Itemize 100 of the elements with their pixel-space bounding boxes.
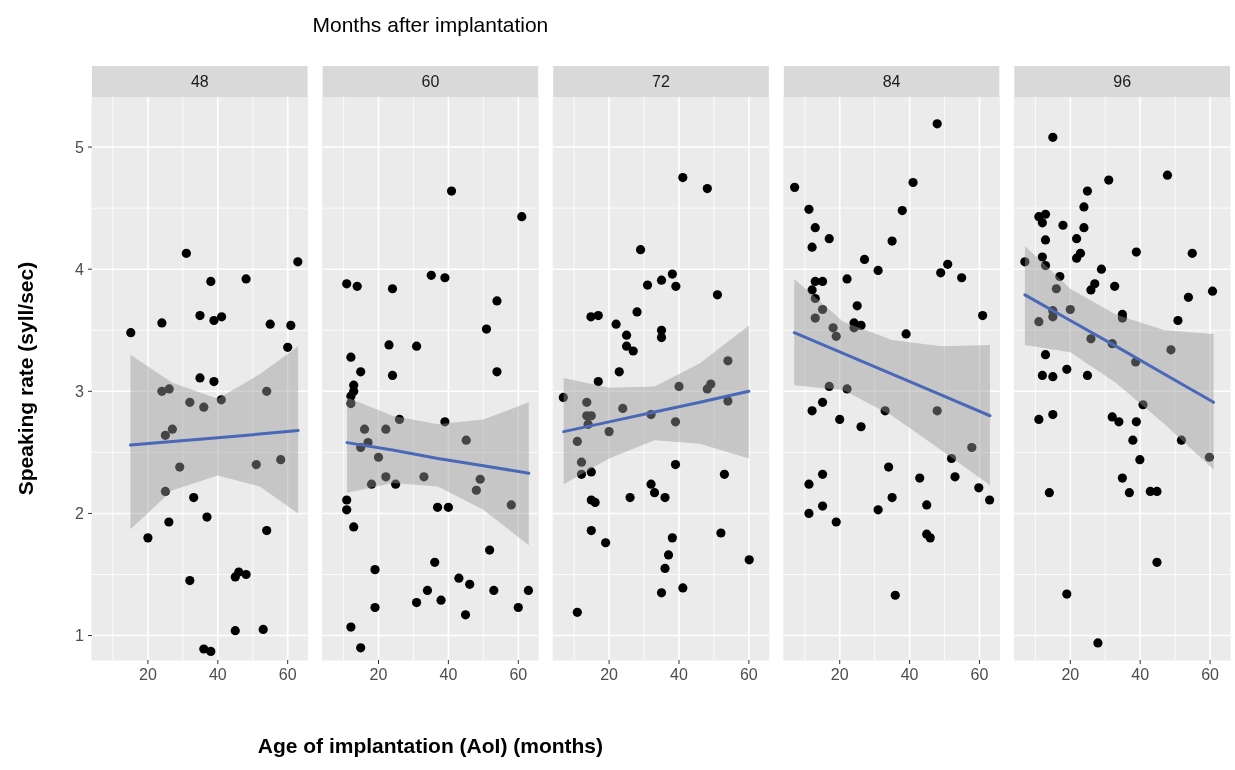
point bbox=[635, 245, 646, 255]
point bbox=[432, 502, 443, 512]
point bbox=[807, 406, 817, 416]
point bbox=[157, 318, 167, 328]
point bbox=[443, 502, 453, 512]
point bbox=[283, 342, 293, 352]
point bbox=[216, 395, 226, 405]
point bbox=[164, 384, 174, 394]
point bbox=[446, 186, 457, 196]
point bbox=[932, 406, 942, 416]
point bbox=[835, 414, 845, 425]
point bbox=[370, 565, 380, 575]
point bbox=[440, 417, 450, 427]
point bbox=[649, 488, 660, 498]
x-axis-title: Age of implantation (AoI) (months) bbox=[257, 734, 604, 757]
point bbox=[590, 497, 600, 508]
x-tick-label: 40 bbox=[1131, 666, 1150, 683]
point bbox=[702, 183, 712, 194]
chart-title: 96 bbox=[1113, 73, 1132, 90]
point bbox=[230, 626, 240, 636]
x-tick-label: 20 bbox=[369, 666, 388, 683]
point bbox=[943, 259, 953, 269]
point bbox=[790, 182, 800, 192]
x-tick-label: 40 bbox=[670, 666, 688, 683]
y-tick-label: 2 bbox=[75, 504, 85, 522]
point bbox=[887, 236, 897, 246]
point bbox=[359, 424, 370, 434]
point bbox=[412, 598, 422, 608]
point bbox=[481, 324, 492, 334]
x-tick-label: 60 bbox=[509, 666, 528, 683]
point bbox=[485, 545, 495, 555]
point bbox=[576, 469, 587, 479]
point bbox=[160, 430, 170, 440]
point bbox=[925, 533, 935, 543]
point bbox=[932, 119, 942, 129]
point bbox=[251, 460, 261, 470]
point bbox=[670, 417, 681, 427]
point bbox=[352, 281, 362, 291]
point bbox=[828, 323, 838, 333]
point bbox=[262, 386, 272, 396]
point bbox=[387, 370, 398, 381]
point bbox=[656, 275, 667, 285]
point bbox=[349, 522, 359, 532]
point bbox=[712, 290, 723, 300]
chart-title: 84 bbox=[882, 73, 901, 90]
x-tick-label: 60 bbox=[1201, 666, 1220, 683]
point bbox=[946, 453, 957, 464]
point bbox=[586, 525, 596, 536]
point bbox=[234, 567, 244, 577]
point bbox=[859, 254, 870, 265]
point bbox=[810, 223, 820, 233]
point bbox=[419, 472, 429, 482]
point bbox=[656, 588, 667, 598]
point bbox=[604, 427, 614, 437]
point bbox=[293, 257, 303, 267]
point bbox=[366, 479, 377, 489]
point bbox=[356, 367, 366, 377]
point bbox=[206, 276, 216, 287]
point bbox=[625, 492, 635, 503]
x-tick-label: 60 bbox=[970, 666, 989, 683]
point bbox=[356, 643, 366, 653]
point bbox=[241, 569, 251, 580]
point bbox=[195, 311, 205, 321]
point bbox=[628, 346, 638, 356]
point bbox=[373, 452, 384, 462]
point bbox=[593, 311, 603, 321]
x-tick-label: 40 bbox=[900, 666, 919, 683]
point bbox=[342, 505, 352, 515]
point bbox=[506, 500, 516, 510]
point bbox=[890, 590, 900, 600]
point bbox=[831, 331, 841, 341]
point bbox=[646, 479, 656, 489]
point bbox=[674, 381, 684, 392]
point bbox=[262, 525, 272, 536]
point bbox=[807, 285, 817, 295]
point bbox=[492, 296, 502, 306]
point bbox=[202, 512, 212, 522]
point bbox=[621, 330, 632, 340]
point bbox=[185, 576, 195, 586]
point bbox=[558, 392, 568, 403]
point bbox=[663, 550, 674, 560]
point bbox=[430, 557, 440, 567]
point bbox=[209, 376, 219, 387]
point bbox=[817, 501, 828, 511]
point bbox=[632, 307, 642, 317]
point bbox=[394, 414, 405, 425]
point bbox=[460, 610, 471, 620]
point bbox=[670, 460, 681, 470]
point bbox=[810, 293, 820, 304]
x-tick-label: 60 bbox=[739, 666, 758, 683]
point bbox=[381, 472, 391, 482]
point bbox=[265, 319, 275, 329]
point bbox=[842, 274, 852, 284]
point bbox=[852, 301, 862, 311]
point bbox=[817, 397, 828, 407]
point bbox=[258, 624, 268, 635]
point bbox=[824, 234, 834, 244]
point bbox=[175, 462, 185, 472]
point bbox=[873, 505, 883, 515]
point bbox=[678, 173, 688, 183]
